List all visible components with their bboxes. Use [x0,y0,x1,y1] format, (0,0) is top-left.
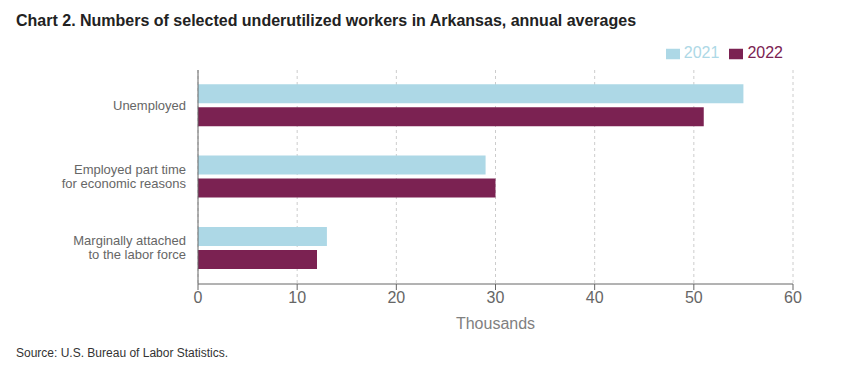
svg-text:Unemployed: Unemployed [113,98,186,113]
svg-text:Employed part timefor economic: Employed part timefor economic reasons [62,162,187,191]
html-text:2021: 2021 [683,44,720,61]
svg-text:50: 50 [685,289,703,306]
svg-text:Marginally attachedto the labo: Marginally attachedto the labor force [73,233,186,262]
svg-text:20: 20 [387,289,405,306]
svg-text:40: 40 [586,289,604,306]
svg-text:Thousands: Thousands [456,315,535,332]
html-text:2022: 2022 [747,44,783,61]
html-text:Chart 2. Numbers of selected u: Chart 2. Numbers of selected underutiliz… [16,12,637,29]
svg-text:30: 30 [487,289,505,306]
svg-text:0: 0 [194,289,203,306]
html-text:Source: U.S. Bureau of Labor S: Source: U.S. Bureau of Labor Statistics. [16,346,229,360]
svg-text:60: 60 [784,289,802,306]
svg-text:10: 10 [288,289,306,306]
